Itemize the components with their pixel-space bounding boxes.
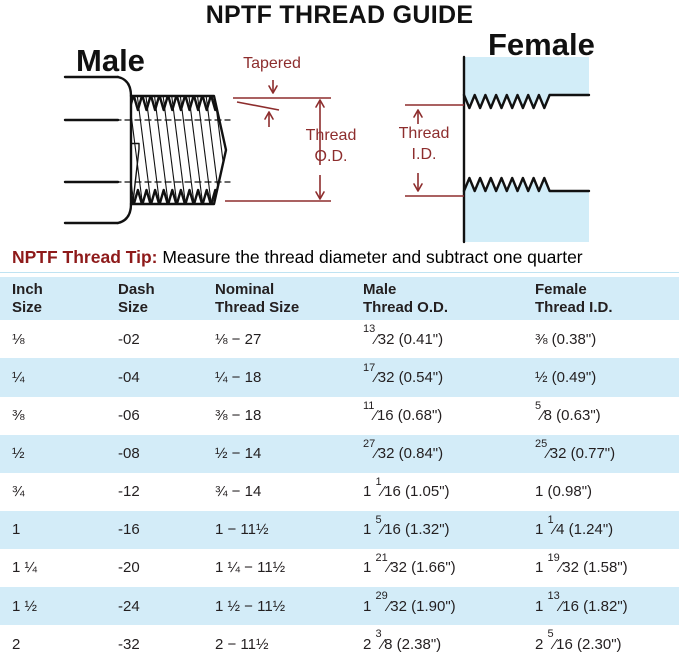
svg-text:I.D.: I.D. <box>412 146 437 163</box>
svg-text:Thread: Thread <box>399 125 450 142</box>
svg-text:Thread: Thread <box>306 127 357 144</box>
svg-text:O.D.: O.D. <box>315 148 348 165</box>
svg-text:Tapered: Tapered <box>243 55 301 72</box>
